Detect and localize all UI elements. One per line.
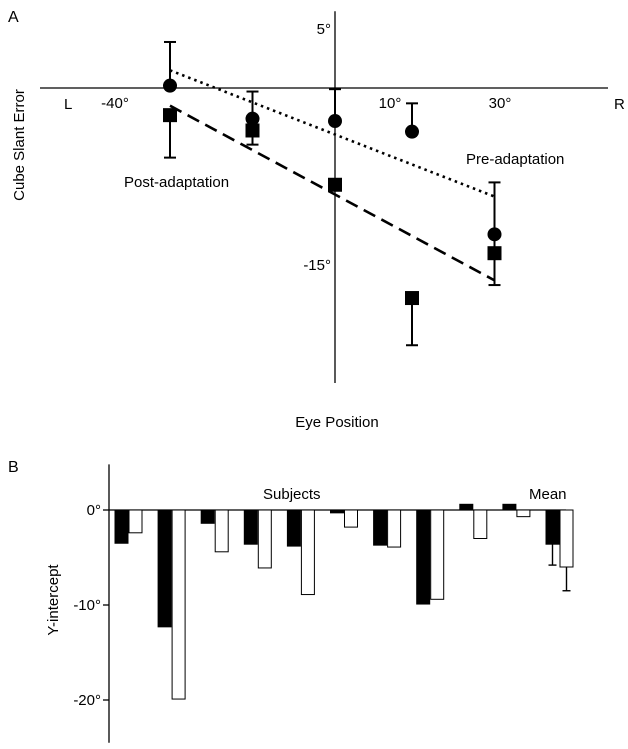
bar-subject	[430, 509, 445, 600]
bar-subject	[473, 509, 488, 539]
y-tick-label: 5°	[317, 21, 331, 38]
x-tick-label: -40°	[101, 95, 129, 112]
bar-subject	[416, 509, 431, 605]
bar-subject	[214, 509, 229, 553]
point-post-adaptation	[328, 177, 342, 192]
point-pre-adaptation	[405, 124, 419, 139]
bar-subject	[128, 509, 143, 534]
panel-a-label: A	[8, 9, 19, 26]
bar-subject	[330, 509, 344, 514]
point-post-adaptation	[163, 108, 177, 123]
point-pre-adaptation	[245, 111, 260, 126]
y-tick-label: -20°	[73, 692, 101, 709]
bar-subject	[171, 509, 186, 700]
bar-subject	[286, 509, 301, 547]
annotation-subjects: Subjects	[263, 486, 321, 503]
bar-mean	[559, 509, 574, 568]
point-pre-adaptation	[328, 114, 342, 129]
x-end-label-right: R	[614, 96, 625, 113]
panel-a-plot: -40° 10° 30° 5° -15°	[40, 11, 608, 383]
bar-subject	[387, 509, 402, 548]
annotation-post-adaptation: Post-adaptation	[124, 174, 229, 191]
panel-a-ylabel: Cube Slant Error	[11, 89, 28, 201]
bar-subject	[243, 509, 258, 545]
panel-a-xlabel: Eye Position	[295, 414, 378, 431]
bar-subject	[200, 509, 215, 524]
bar-subject	[344, 509, 358, 528]
bar-subject	[373, 509, 388, 546]
point-post-adaptation	[487, 246, 502, 261]
bar-subject	[459, 503, 474, 511]
panel-b-label: B	[8, 459, 19, 476]
bar-subject	[257, 509, 272, 569]
annotation-pre-adaptation: Pre-adaptation	[466, 151, 564, 168]
x-end-label-left: L	[64, 96, 72, 113]
x-tick-label: 30°	[489, 95, 512, 112]
annotation-mean: Mean	[529, 486, 567, 503]
bar-mean	[545, 509, 560, 545]
bar-subject	[502, 503, 517, 511]
x-tick-label: 10°	[379, 95, 402, 112]
panel-b-ylabel: Y-intercept	[45, 564, 62, 636]
panel-b-plot: 0° -10° -20°	[73, 464, 574, 743]
bar-subject	[516, 509, 531, 518]
fit-line-post-adaptation	[169, 104, 496, 282]
point-pre-adaptation	[163, 78, 177, 93]
y-tick-label: -10°	[73, 597, 101, 614]
bar-subject	[300, 509, 315, 596]
bar-subject	[157, 509, 172, 628]
point-post-adaptation	[405, 291, 419, 306]
bar-subject	[114, 509, 129, 544]
point-post-adaptation	[245, 123, 260, 138]
y-tick-label: -15°	[303, 257, 331, 274]
y-tick-label: 0°	[87, 502, 101, 519]
